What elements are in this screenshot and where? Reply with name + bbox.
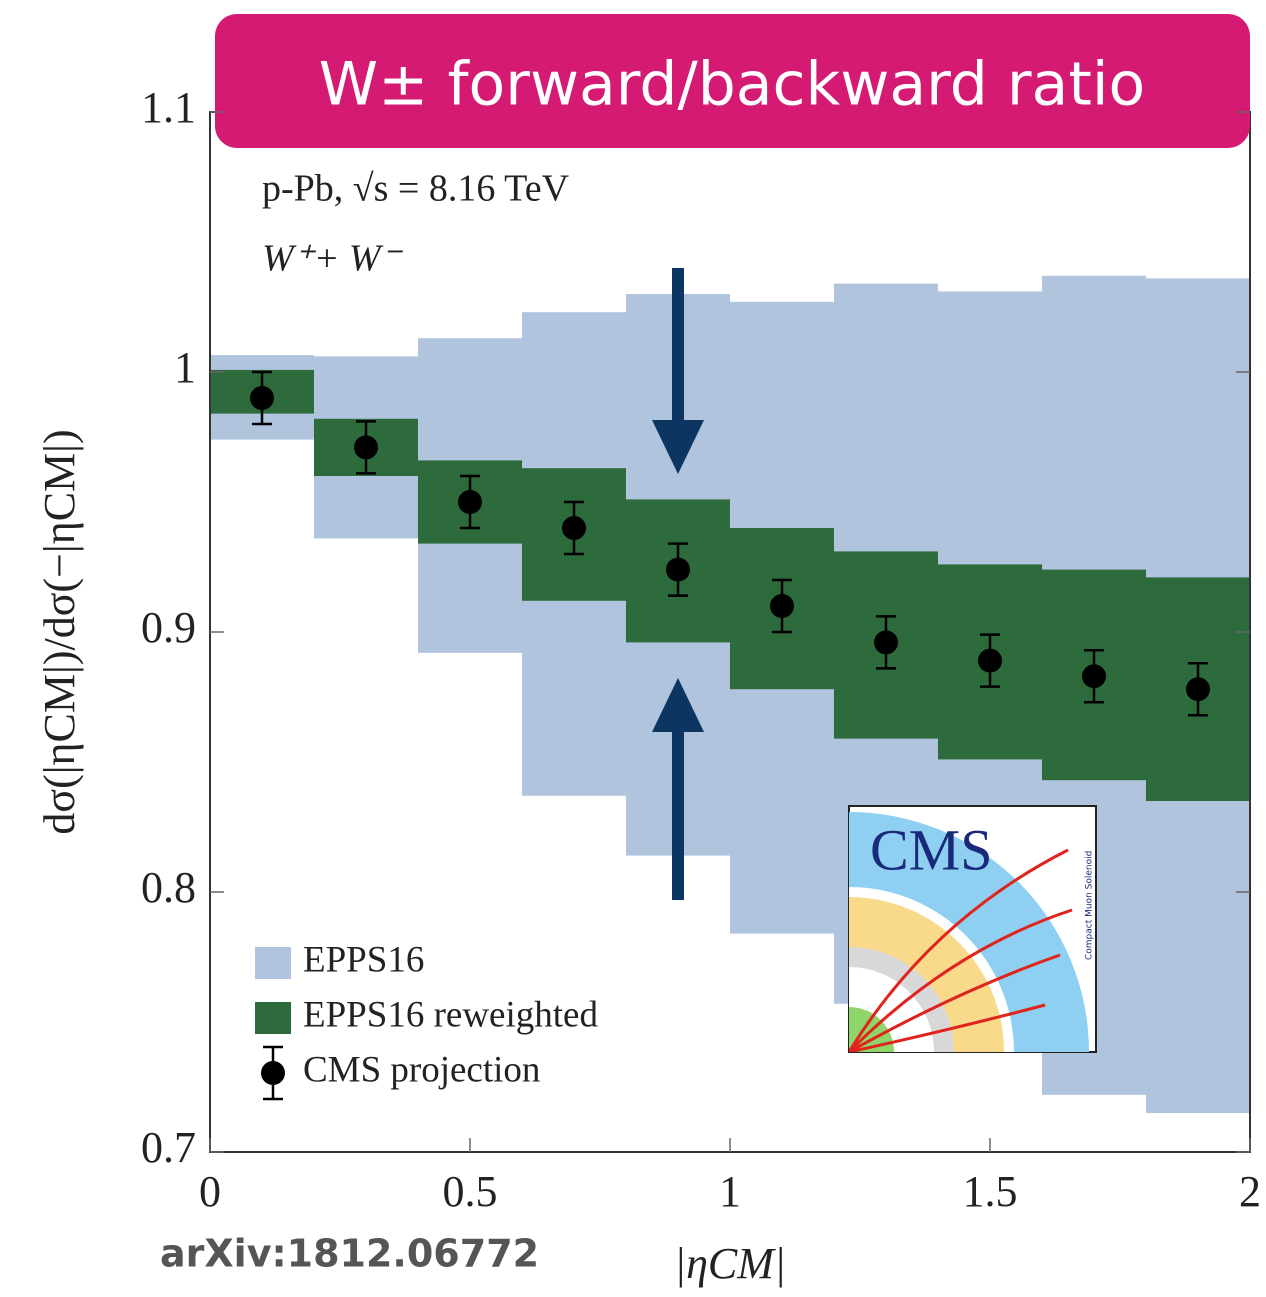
- point: [354, 435, 378, 460]
- legend-label: CMS projection: [303, 1049, 540, 1090]
- x-tick-label: 0: [199, 1167, 221, 1216]
- y-tick-label: 0.9: [141, 603, 196, 652]
- point: [978, 648, 1002, 673]
- error-point: [354, 420, 378, 475]
- legend-marker: [261, 1061, 285, 1085]
- arrow-head: [652, 420, 704, 474]
- point: [458, 490, 482, 514]
- legend-swatch: [255, 1002, 291, 1034]
- legend-label: EPPS16 reweighted: [303, 994, 598, 1035]
- point: [770, 594, 794, 618]
- legend-label: EPPS16: [303, 939, 424, 980]
- logo-tracks: [849, 848, 1073, 1052]
- logo-subtitle: Compact Muon Solenoid: [1085, 851, 1095, 960]
- title-banner: [215, 14, 1250, 148]
- cms-logo: CMS Compact Muon Solenoid: [848, 805, 1097, 1053]
- error-point: [250, 370, 274, 426]
- point: [562, 516, 586, 540]
- x-tick-label: 0.5: [443, 1167, 498, 1216]
- error-point: [874, 615, 898, 670]
- error-point: [1186, 661, 1210, 717]
- point: [874, 630, 898, 655]
- chart-title: W± forward/backward ratio: [319, 50, 1145, 120]
- error-point: [562, 500, 586, 556]
- y-tick-label: 0.7: [141, 1123, 196, 1172]
- annotation: W⁺+ W⁻: [262, 238, 404, 280]
- annotation: p-Pb, √s = 8.16 TeV: [262, 168, 570, 210]
- source: arXiv:1812.06772: [160, 1232, 539, 1276]
- x-axis-label: |ηCM|: [674, 1239, 786, 1288]
- point: [1186, 677, 1210, 702]
- legend-swatch: [255, 947, 291, 979]
- error-point: [666, 542, 690, 597]
- point: [1082, 664, 1106, 689]
- y-tick-label: 0.8: [141, 863, 196, 912]
- logo-text: CMS: [870, 817, 993, 882]
- error-point: [1082, 648, 1106, 704]
- point: [666, 557, 690, 582]
- error-point: [978, 633, 1002, 688]
- y-axis-label: dσ(|ηCM|)/dσ(−|ηCM|): [35, 429, 84, 834]
- point: [250, 386, 274, 410]
- y-tick-label: 1.1: [141, 83, 196, 132]
- arrow-head: [652, 678, 704, 732]
- x-tick-label: 1.5: [963, 1167, 1018, 1216]
- y-tick-label: 1: [174, 343, 196, 392]
- error-point: [458, 474, 482, 530]
- error-point: [770, 578, 794, 634]
- arrows: [652, 268, 704, 900]
- legend: EPPS16 EPPS16 reweighted CMS projection: [255, 939, 598, 1101]
- x-tick-label: 1: [719, 1167, 741, 1216]
- x-tick-label: 2: [1239, 1167, 1261, 1216]
